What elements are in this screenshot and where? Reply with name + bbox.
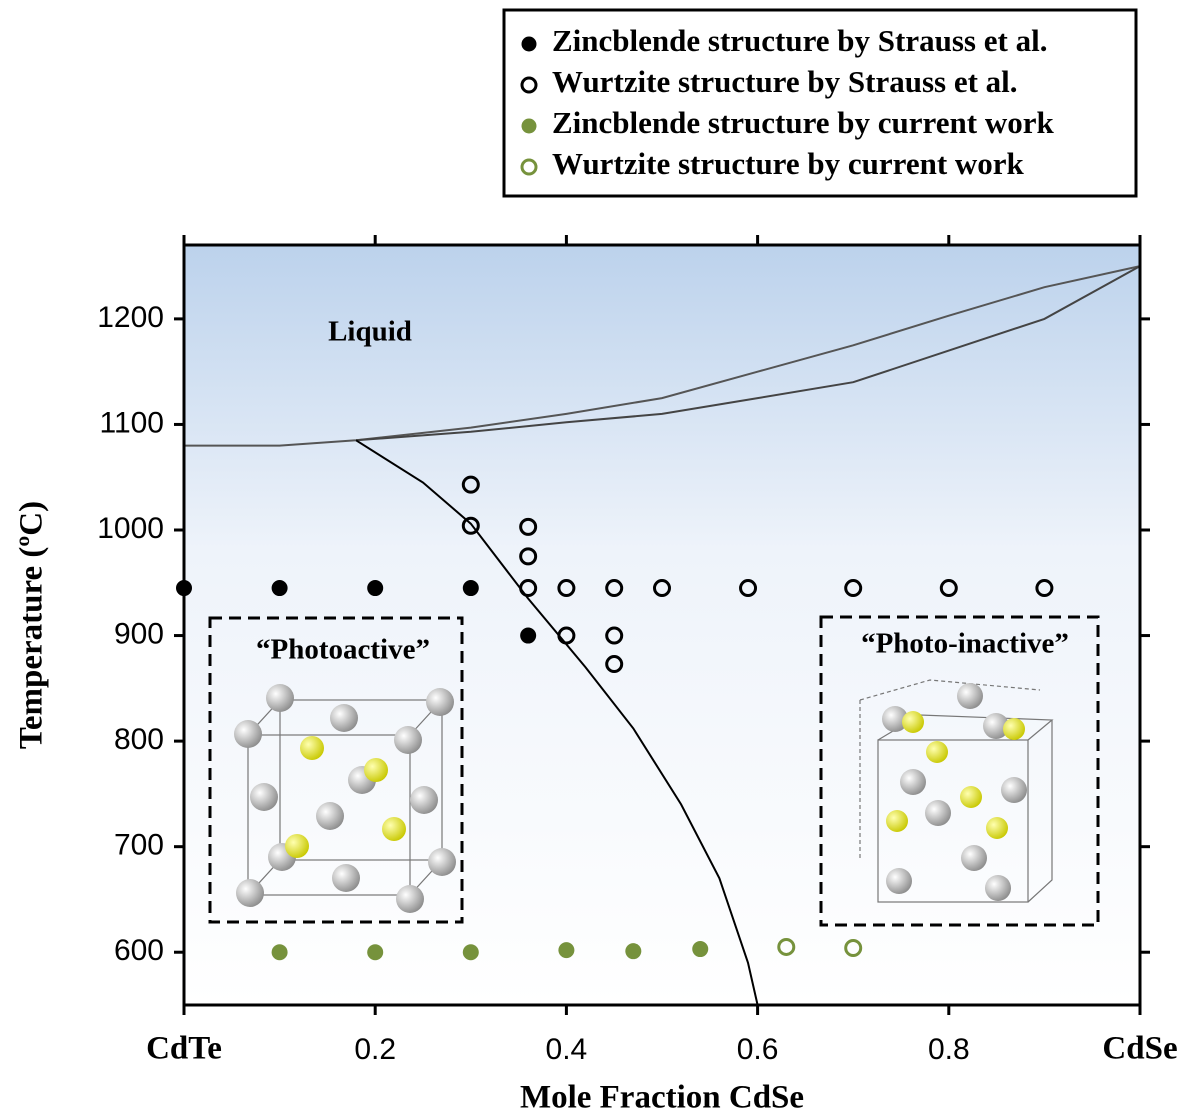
point [176, 580, 192, 596]
x-tick-label: 0.6 [737, 1033, 779, 1066]
point [463, 580, 479, 596]
legend-label: Wurtzite structure by current work [552, 146, 1025, 181]
annotation: “Photoactive” [256, 634, 430, 666]
y-tick-label: 1000 [97, 512, 164, 545]
point [367, 580, 383, 596]
legend-label: Zincblende structure by current work [552, 105, 1054, 140]
x-tick-label: 0.2 [354, 1033, 396, 1066]
y-tick-label: 800 [114, 723, 164, 756]
point [558, 942, 574, 958]
x-tick-label: CdSe [1102, 1031, 1177, 1067]
y-axis-label: Temperature (ºC) [14, 501, 50, 749]
point [272, 580, 288, 596]
legend-label: Wurtzite structure by Strauss et al. [552, 64, 1018, 99]
x-axis-label: Mole Fraction CdSe [520, 1080, 804, 1116]
annotation: “Photo-inactive” [861, 628, 1069, 660]
x-tick-label: 0.8 [928, 1033, 970, 1066]
x-tick-label: CdTe [146, 1031, 222, 1067]
annotation: Liquid [328, 316, 412, 348]
legend-swatch [522, 37, 537, 52]
y-tick-label: 1100 [99, 406, 164, 439]
y-tick-label: 700 [114, 829, 164, 862]
y-tick-label: 1200 [97, 301, 164, 334]
legend-swatch [522, 119, 537, 134]
chart: CdTe 0.2 0.4 0.6 0.8 CdSe 600 700 800 900 1000 1100… [0, 0, 1196, 1120]
y-tick-label: 900 [114, 617, 164, 650]
legend-label: Zincblende structure by Strauss et al. [552, 23, 1047, 58]
point [463, 944, 479, 960]
point [367, 944, 383, 960]
point [520, 628, 536, 644]
point [692, 941, 708, 957]
point [625, 943, 641, 959]
x-tick-label: 0.4 [546, 1033, 588, 1066]
point [272, 944, 288, 960]
y-tick-label: 600 [114, 934, 164, 967]
